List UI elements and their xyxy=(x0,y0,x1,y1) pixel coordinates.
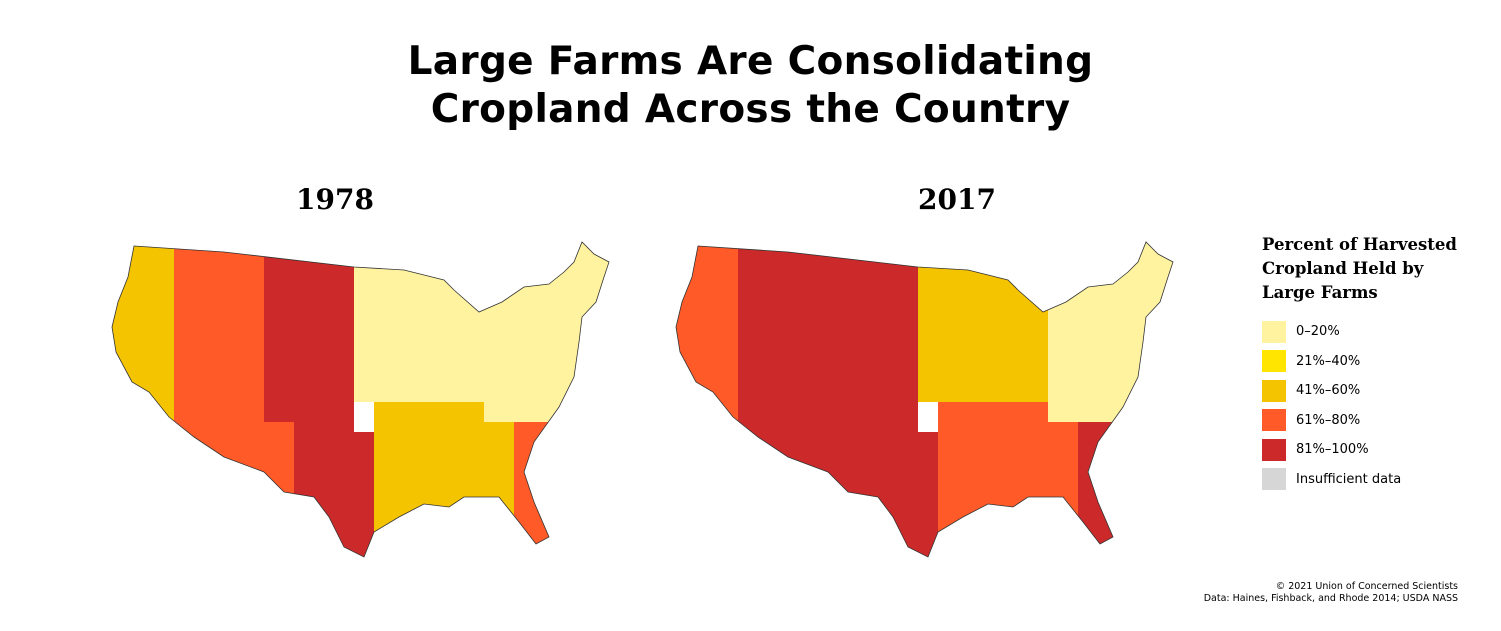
region-plains xyxy=(264,242,354,432)
region-florida xyxy=(514,422,609,557)
legend-label: 0–20% xyxy=(1296,324,1340,340)
legend-item: 41%–60% xyxy=(1262,376,1482,406)
region-southwest xyxy=(174,422,294,557)
region-mountain-west xyxy=(738,242,828,422)
legend-label: 61%–80% xyxy=(1296,412,1361,428)
copyright-line: © 2021 Union of Concerned Scientists xyxy=(1275,581,1458,592)
region-mountain-west xyxy=(174,242,264,422)
region-midwest xyxy=(918,242,1048,402)
legend-swatch xyxy=(1262,320,1286,343)
legend-swatch xyxy=(1262,438,1286,461)
map-2017 xyxy=(675,241,1174,558)
region-plains xyxy=(828,242,918,432)
legend-label: Insufficient data xyxy=(1296,471,1402,487)
map-1978-year: 1978 xyxy=(296,183,374,216)
legend-label: 21%–40% xyxy=(1296,353,1361,369)
region-south xyxy=(374,402,514,557)
data-source-line: Data: Haines, Fishback, and Rhode 2014; … xyxy=(1203,593,1458,604)
legend-swatch xyxy=(1262,409,1286,432)
legend-title-line-1: Percent of Harvested xyxy=(1262,235,1457,254)
legend-label: 81%–100% xyxy=(1296,442,1369,458)
region-east xyxy=(484,242,609,422)
region-texas xyxy=(294,432,374,557)
map-2017-year: 2017 xyxy=(918,183,996,216)
region-south xyxy=(938,402,1078,557)
legend: Percent of Harvested Cropland Held by La… xyxy=(1262,233,1482,494)
region-east xyxy=(1048,242,1173,422)
title-line-2: Cropland Across the Country xyxy=(430,87,1071,132)
map-1978 xyxy=(111,241,610,558)
legend-item: 61%–80% xyxy=(1262,406,1482,436)
legend-item: 21%–40% xyxy=(1262,347,1482,377)
region-pacific xyxy=(676,242,738,557)
credits: © 2021 Union of Concerned Scientists Dat… xyxy=(1204,581,1458,605)
legend-title-line-3: Large Farms xyxy=(1262,283,1378,302)
legend-swatch xyxy=(1262,350,1286,373)
region-midwest xyxy=(354,242,484,402)
legend-item: 81%–100% xyxy=(1262,435,1482,465)
region-florida xyxy=(1078,422,1173,557)
chart-title: Large Farms Are Consolidating Cropland A… xyxy=(0,38,1501,134)
legend-label: 41%–60% xyxy=(1296,383,1361,399)
legend-swatch xyxy=(1262,379,1286,402)
legend-item: Insufficient data xyxy=(1262,465,1482,495)
legend-title: Percent of Harvested Cropland Held by La… xyxy=(1262,233,1482,305)
region-pacific xyxy=(112,242,174,557)
legend-swatch xyxy=(1262,468,1286,491)
region-texas xyxy=(858,432,938,557)
title-line-1: Large Farms Are Consolidating xyxy=(407,39,1094,84)
region-southwest xyxy=(738,422,858,557)
legend-title-line-2: Cropland Held by xyxy=(1262,259,1424,278)
legend-item: 0–20% xyxy=(1262,317,1482,347)
